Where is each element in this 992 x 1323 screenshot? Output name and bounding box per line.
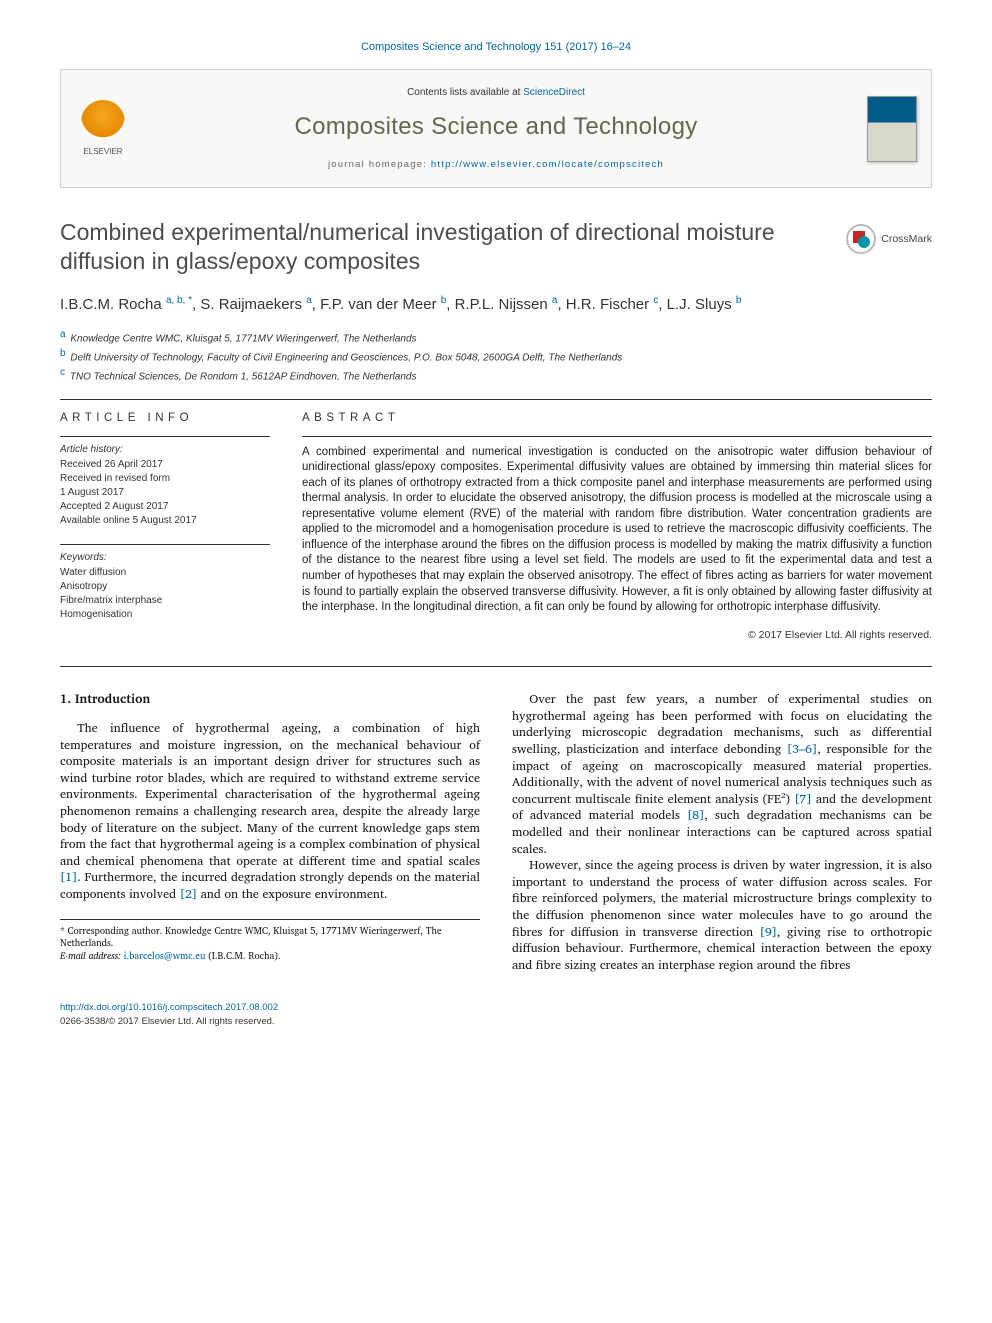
keyword: Homogenisation [60,608,270,622]
abstract-column: ABSTRACT A combined experimental and num… [302,410,932,642]
history-line: Received in revised form [60,472,270,486]
divider [60,666,932,667]
history-line: 1 August 2017 [60,486,270,500]
history-line: Available online 5 August 2017 [60,514,270,528]
article-body: 1. Introduction The influence of hygroth… [60,691,932,973]
abstract-copyright: © 2017 Elsevier Ltd. All rights reserved… [302,628,932,643]
intro-paragraph-1: The influence of hygrothermal ageing, a … [60,720,480,903]
email-author-suffix: (I.B.C.M. Rocha). [208,949,280,964]
keyword: Fibre/matrix interphase [60,594,270,608]
intro-paragraph-3: However, since the ageing process is dri… [512,857,932,973]
crossmark-badge[interactable]: CrossMark [846,224,932,254]
issn-copyright: 0266-3538/© 2017 Elsevier Ltd. All right… [60,1015,932,1028]
article-title: Combined experimental/numerical investig… [60,218,932,276]
elsevier-tree-icon [81,100,125,144]
author-list: I.B.C.M. Rocha a, b, *, S. Raijmaekers a… [60,294,932,315]
journal-homepage-line: journal homepage: http://www.elsevier.co… [81,158,911,171]
history-line: Accepted 2 August 2017 [60,500,270,514]
article-history: Article history: Received 26 April 2017R… [60,436,270,528]
abstract-heading: ABSTRACT [302,410,932,426]
journal-cover-thumbnail [867,96,917,162]
elsevier-label: ELSEVIER [83,146,122,157]
history-line: Received 26 April 2017 [60,458,270,472]
email-label: E-mail address: [60,949,121,964]
article-info-column: ARTICLE INFO Article history: Received 2… [60,410,270,642]
abstract-text: A combined experimental and numerical in… [302,436,932,616]
contents-prefix: Contents lists available at [407,87,523,98]
crossmark-icon [846,224,876,254]
crossmark-label: CrossMark [881,232,932,247]
article-info-heading: ARTICLE INFO [60,410,270,426]
section-1-heading: 1. Introduction [60,691,480,708]
author-email-link[interactable]: i.barcelos@wmc.eu [124,949,206,964]
corresponding-author-text: * Corresponding author. Knowledge Centre… [60,926,480,952]
history-label: Article history: [60,443,270,457]
doi-link[interactable]: http://dx.doi.org/10.1016/j.compscitech.… [60,1001,932,1014]
journal-header: ELSEVIER Contents lists available at Sci… [60,69,932,188]
divider [60,399,932,400]
homepage-prefix: journal homepage: [328,159,431,170]
keyword: Water diffusion [60,566,270,580]
journal-name: Composites Science and Technology [81,110,911,144]
journal-homepage-link[interactable]: http://www.elsevier.com/locate/compscite… [431,159,664,170]
elsevier-logo: ELSEVIER [75,95,131,163]
affiliations: a Knowledge Centre WMC, Kluisgat 5, 1771… [60,327,932,385]
keyword: Anisotropy [60,580,270,594]
intro-paragraph-2: Over the past few years, a number of exp… [512,691,932,857]
corresponding-author-footnote: * Corresponding author. Knowledge Centre… [60,919,480,964]
contents-available-line: Contents lists available at ScienceDirec… [81,86,911,100]
journal-citation-banner: Composites Science and Technology 151 (2… [60,40,932,55]
sciencedirect-link[interactable]: ScienceDirect [523,87,585,98]
keywords-label: Keywords: [60,551,270,565]
keywords-block: Keywords: Water diffusionAnisotropyFibre… [60,544,270,622]
